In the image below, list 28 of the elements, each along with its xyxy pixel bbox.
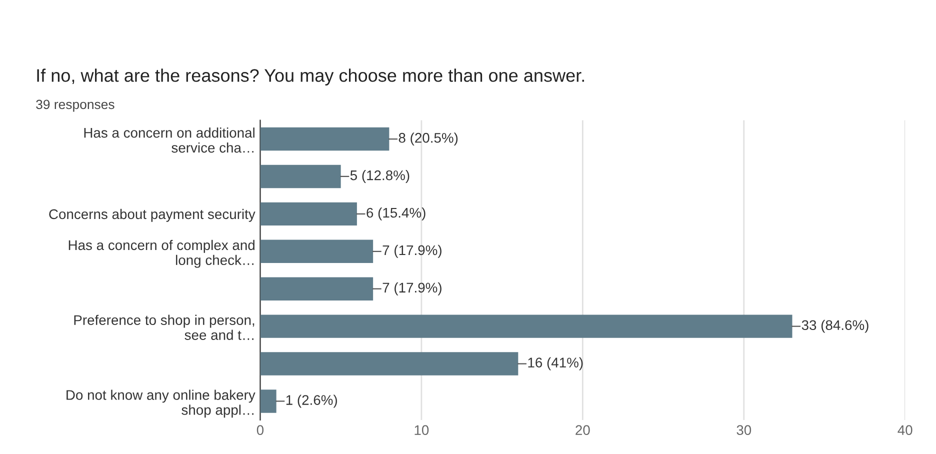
data-label: 1 (2.6%) xyxy=(286,394,337,408)
bar xyxy=(260,202,357,226)
bar xyxy=(260,277,374,300)
data-label: 7 (17.9%) xyxy=(382,282,442,296)
x-tick-label: 0 xyxy=(256,425,264,436)
data-label: 5 (12.8%) xyxy=(350,170,410,183)
x-tick-label: 10 xyxy=(414,425,429,436)
y-tick-label: Concerns about payment security xyxy=(49,208,256,222)
bar xyxy=(260,352,518,376)
x-tick-label: 30 xyxy=(736,425,752,436)
chart-title: If no, what are the reasons? You may choose more than one answer. xyxy=(37,68,584,86)
bar xyxy=(260,164,341,188)
y-tick-label: Has a concern of complex and long check… xyxy=(68,240,254,268)
data-label: 6 (15.4%) xyxy=(366,207,426,220)
bar xyxy=(260,240,374,264)
bar xyxy=(260,127,390,151)
bar xyxy=(260,314,792,338)
data-label: 7 (17.9%) xyxy=(382,244,442,258)
data-label: 33 (84.6%) xyxy=(802,320,868,333)
text: 39 responses xyxy=(36,100,114,112)
y-tick-label: Preference to shop in person, see and t… xyxy=(74,314,254,340)
data-label: 8 (20.5%) xyxy=(398,132,458,146)
data-label: 16 (41%) xyxy=(528,357,583,370)
y-tick-label: Do not know any online bakery shop appl… xyxy=(66,390,256,418)
x-tick-label: 20 xyxy=(576,425,590,436)
x-tick-label: 40 xyxy=(898,425,912,436)
y-tick-label: Has a concern on additional service cha… xyxy=(84,128,254,153)
bar xyxy=(260,390,276,413)
